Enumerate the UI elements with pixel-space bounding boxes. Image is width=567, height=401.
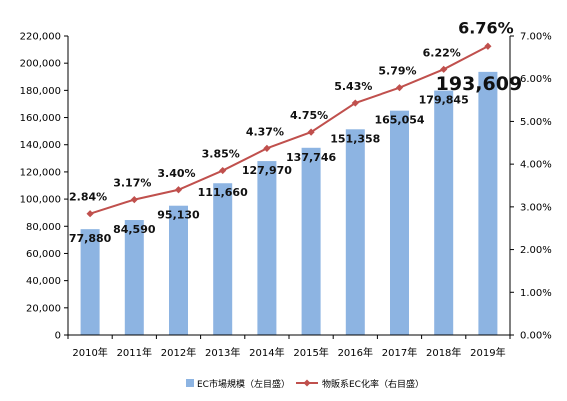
rate-label-8: 6.22%: [423, 46, 461, 59]
y-right-tick-label-6: 6.00%: [520, 74, 552, 85]
y-right-tick-label-7: 7.00%: [520, 32, 552, 43]
bar-label-6: 151,358: [330, 132, 380, 145]
bar-3: [213, 183, 233, 335]
rate-label-1: 3.17%: [113, 177, 151, 190]
bar-7: [390, 110, 409, 335]
bar-2: [169, 205, 188, 335]
x-tick-label-9: 2019年: [470, 346, 505, 359]
rate-point-4: [263, 144, 271, 152]
legend: EC市場規模（左目盛） 物販系EC化率（右目盛）: [186, 378, 424, 390]
x-tick-label-6: 2016年: [338, 346, 373, 359]
bar-0: [80, 229, 100, 335]
y-left-tick-label-3: 60,000: [26, 249, 61, 260]
axes: 0 20,000 40,000 60,000 80,000 100,000 120,000 1…: [20, 32, 552, 360]
rate-point-5: [307, 128, 315, 136]
x-tick-label-8: 2018年: [426, 346, 461, 359]
bar-4: [257, 161, 277, 335]
rate-point-0: [86, 210, 94, 218]
y-right-tick-label-0: 0.00%: [520, 331, 552, 342]
x-tick-label-3: 2013年: [205, 346, 240, 359]
rate-label-3: 3.85%: [202, 148, 240, 161]
y-left-tick-label-4: 80,000: [26, 222, 61, 233]
y-left-tick-label-0: 0: [55, 331, 61, 342]
y-left-tick-label-8: 160,000: [20, 113, 61, 124]
bar-9: [478, 71, 498, 335]
y-right-tick-label-5: 5.00%: [520, 117, 552, 128]
x-tick-label-5: 2015年: [293, 346, 328, 359]
rate-point-1: [130, 195, 138, 204]
rate-label-2: 3.40%: [157, 167, 195, 180]
rate-point-9: [484, 42, 492, 50]
y-right-tick-label-3: 3.00%: [520, 202, 552, 213]
bar-label-8: 179,845: [419, 94, 469, 107]
rate-label-4: 4.37%: [246, 125, 284, 138]
bar-label-7: 165,054: [374, 114, 424, 127]
bar-label-0: 77,880: [69, 232, 112, 245]
y-right-tick-label-4: 4.00%: [520, 160, 552, 171]
legend-line-label: 物販系EC化率（右目盛）: [322, 378, 424, 390]
bar-label-5: 137,746: [286, 151, 336, 164]
x-tick-label-1: 2011年: [117, 346, 152, 359]
bar-label-1: 84,590: [113, 223, 156, 236]
line-series: [86, 42, 492, 218]
bar-label-9: 193,609: [436, 73, 523, 95]
rate-point-6: [351, 99, 359, 107]
bar-label-3: 111,660: [198, 186, 248, 199]
bar-6: [345, 129, 365, 335]
bar-5: [301, 147, 321, 335]
bar-8: [434, 90, 454, 335]
y-left-tick-label-10: 200,000: [20, 59, 61, 70]
bar-series: [80, 71, 498, 335]
rate-point-8: [440, 65, 448, 73]
bar-label-2: 95,130: [157, 209, 200, 222]
bar-1: [124, 220, 144, 335]
legend-bar-swatch: [186, 379, 194, 387]
rate-label-6: 5.43%: [334, 80, 372, 93]
rate-point-3: [219, 166, 227, 175]
x-tick-label-7: 2017年: [382, 346, 417, 359]
y-left-tick-label-11: 220,000: [20, 32, 61, 43]
legend-line-marker: [303, 379, 311, 387]
rate-point-7: [395, 84, 404, 92]
x-tick-label-0: 2010年: [72, 346, 107, 359]
y-right-tick-label-2: 2.00%: [520, 245, 552, 256]
rate-label-0: 2.84%: [69, 191, 107, 204]
y-left-tick-label-2: 40,000: [26, 276, 61, 287]
bar-label-4: 127,970: [242, 164, 292, 177]
legend-bar-label: EC市場規模（左目盛）: [197, 378, 290, 390]
y-left-tick-label-5: 100,000: [20, 195, 61, 206]
y-right-tick-label-1: 1.00%: [520, 288, 552, 299]
y-left-tick-label-7: 140,000: [20, 140, 61, 151]
y-left-tick-label-6: 120,000: [20, 167, 61, 178]
rate-label-5: 4.75%: [290, 109, 328, 122]
rate-point-2: [174, 186, 183, 194]
x-tick-label-2: 2012年: [161, 346, 196, 359]
rate-label-7: 5.79%: [378, 65, 416, 78]
y-left-tick-label-9: 180,000: [20, 86, 61, 97]
rate-label-9: 6.76%: [458, 18, 514, 37]
rate-line: [89, 45, 489, 215]
y-left-tick-label-1: 20,000: [26, 303, 61, 314]
x-tick-label-4: 2014年: [249, 346, 284, 359]
